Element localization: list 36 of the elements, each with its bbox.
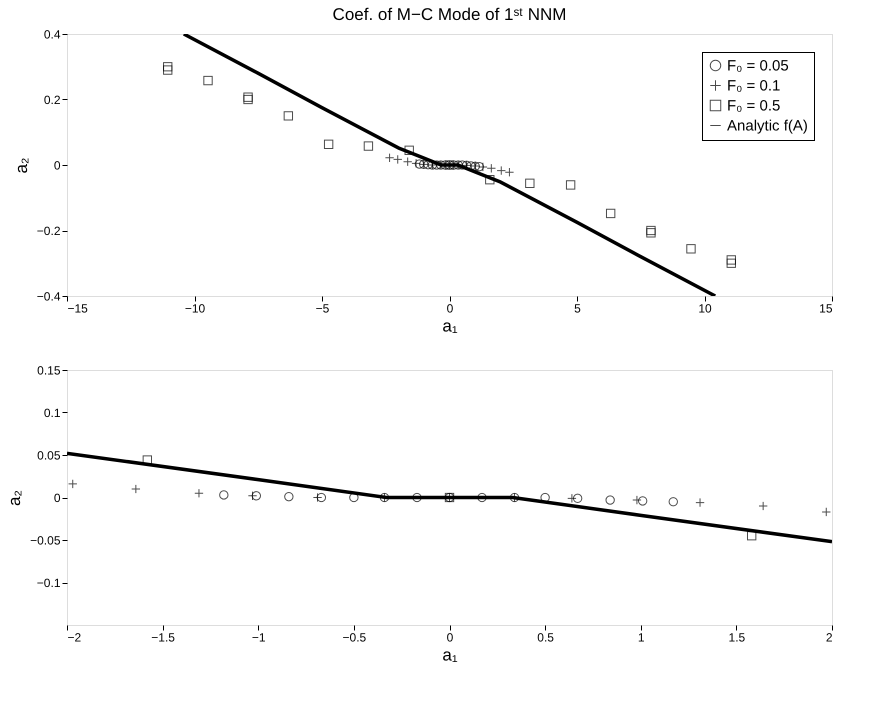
x-tick-label: 1 — [638, 630, 645, 644]
x-axis-title: a₁ — [442, 646, 458, 664]
x-tick-label: 0 — [446, 630, 454, 644]
x-tick-label: 2 — [826, 630, 833, 644]
x-tick-label: 1.5 — [728, 630, 746, 644]
legend-label: F₀ = 0.1 — [727, 78, 780, 94]
y-tick-label: −0.05 — [30, 534, 61, 548]
y-tick-label: 0.05 — [37, 448, 61, 462]
x-tick-label: −2 — [68, 630, 82, 644]
x-tick-label: 0.5 — [537, 630, 554, 644]
x-tick-label: 0 — [446, 302, 454, 316]
y-tick-label: 0 — [54, 491, 61, 505]
x-tick-label: −1.5 — [151, 630, 176, 644]
x-tick-label: 10 — [698, 302, 712, 316]
y-tick-label: 0.1 — [44, 406, 61, 420]
y-tick-label: 0 — [54, 158, 61, 172]
x-tick-label: −5 — [316, 302, 330, 316]
x-tick-label: −15 — [68, 302, 88, 316]
y-tick-label: −0.2 — [36, 224, 61, 238]
y-axis-title: a₂ — [5, 490, 24, 506]
y-tick-label: −0.4 — [36, 290, 61, 304]
y-tick-label: 0.4 — [44, 28, 61, 42]
x-tick-label: 5 — [574, 302, 582, 316]
y-axis-title: a₂ — [12, 157, 31, 174]
x-tick-label: 15 — [819, 302, 833, 316]
x-tick-label: −1 — [252, 630, 266, 644]
x-axis-title: a₁ — [442, 316, 458, 336]
legend-label: F₀ = 0.5 — [727, 98, 780, 114]
x-tick-label: −10 — [184, 302, 206, 316]
y-tick-label: 0.15 — [37, 364, 61, 378]
y-tick-label: −0.1 — [36, 576, 61, 590]
x-tick-label: −0.5 — [342, 630, 367, 644]
legend-label: F₀ = 0.05 — [727, 58, 789, 74]
legend-label: Analytic f(A) — [727, 118, 808, 134]
y-tick-label: 0.2 — [44, 93, 61, 107]
chart-title: Coef. of M−C Mode of 1ˢᵗ NNM — [332, 5, 566, 24]
